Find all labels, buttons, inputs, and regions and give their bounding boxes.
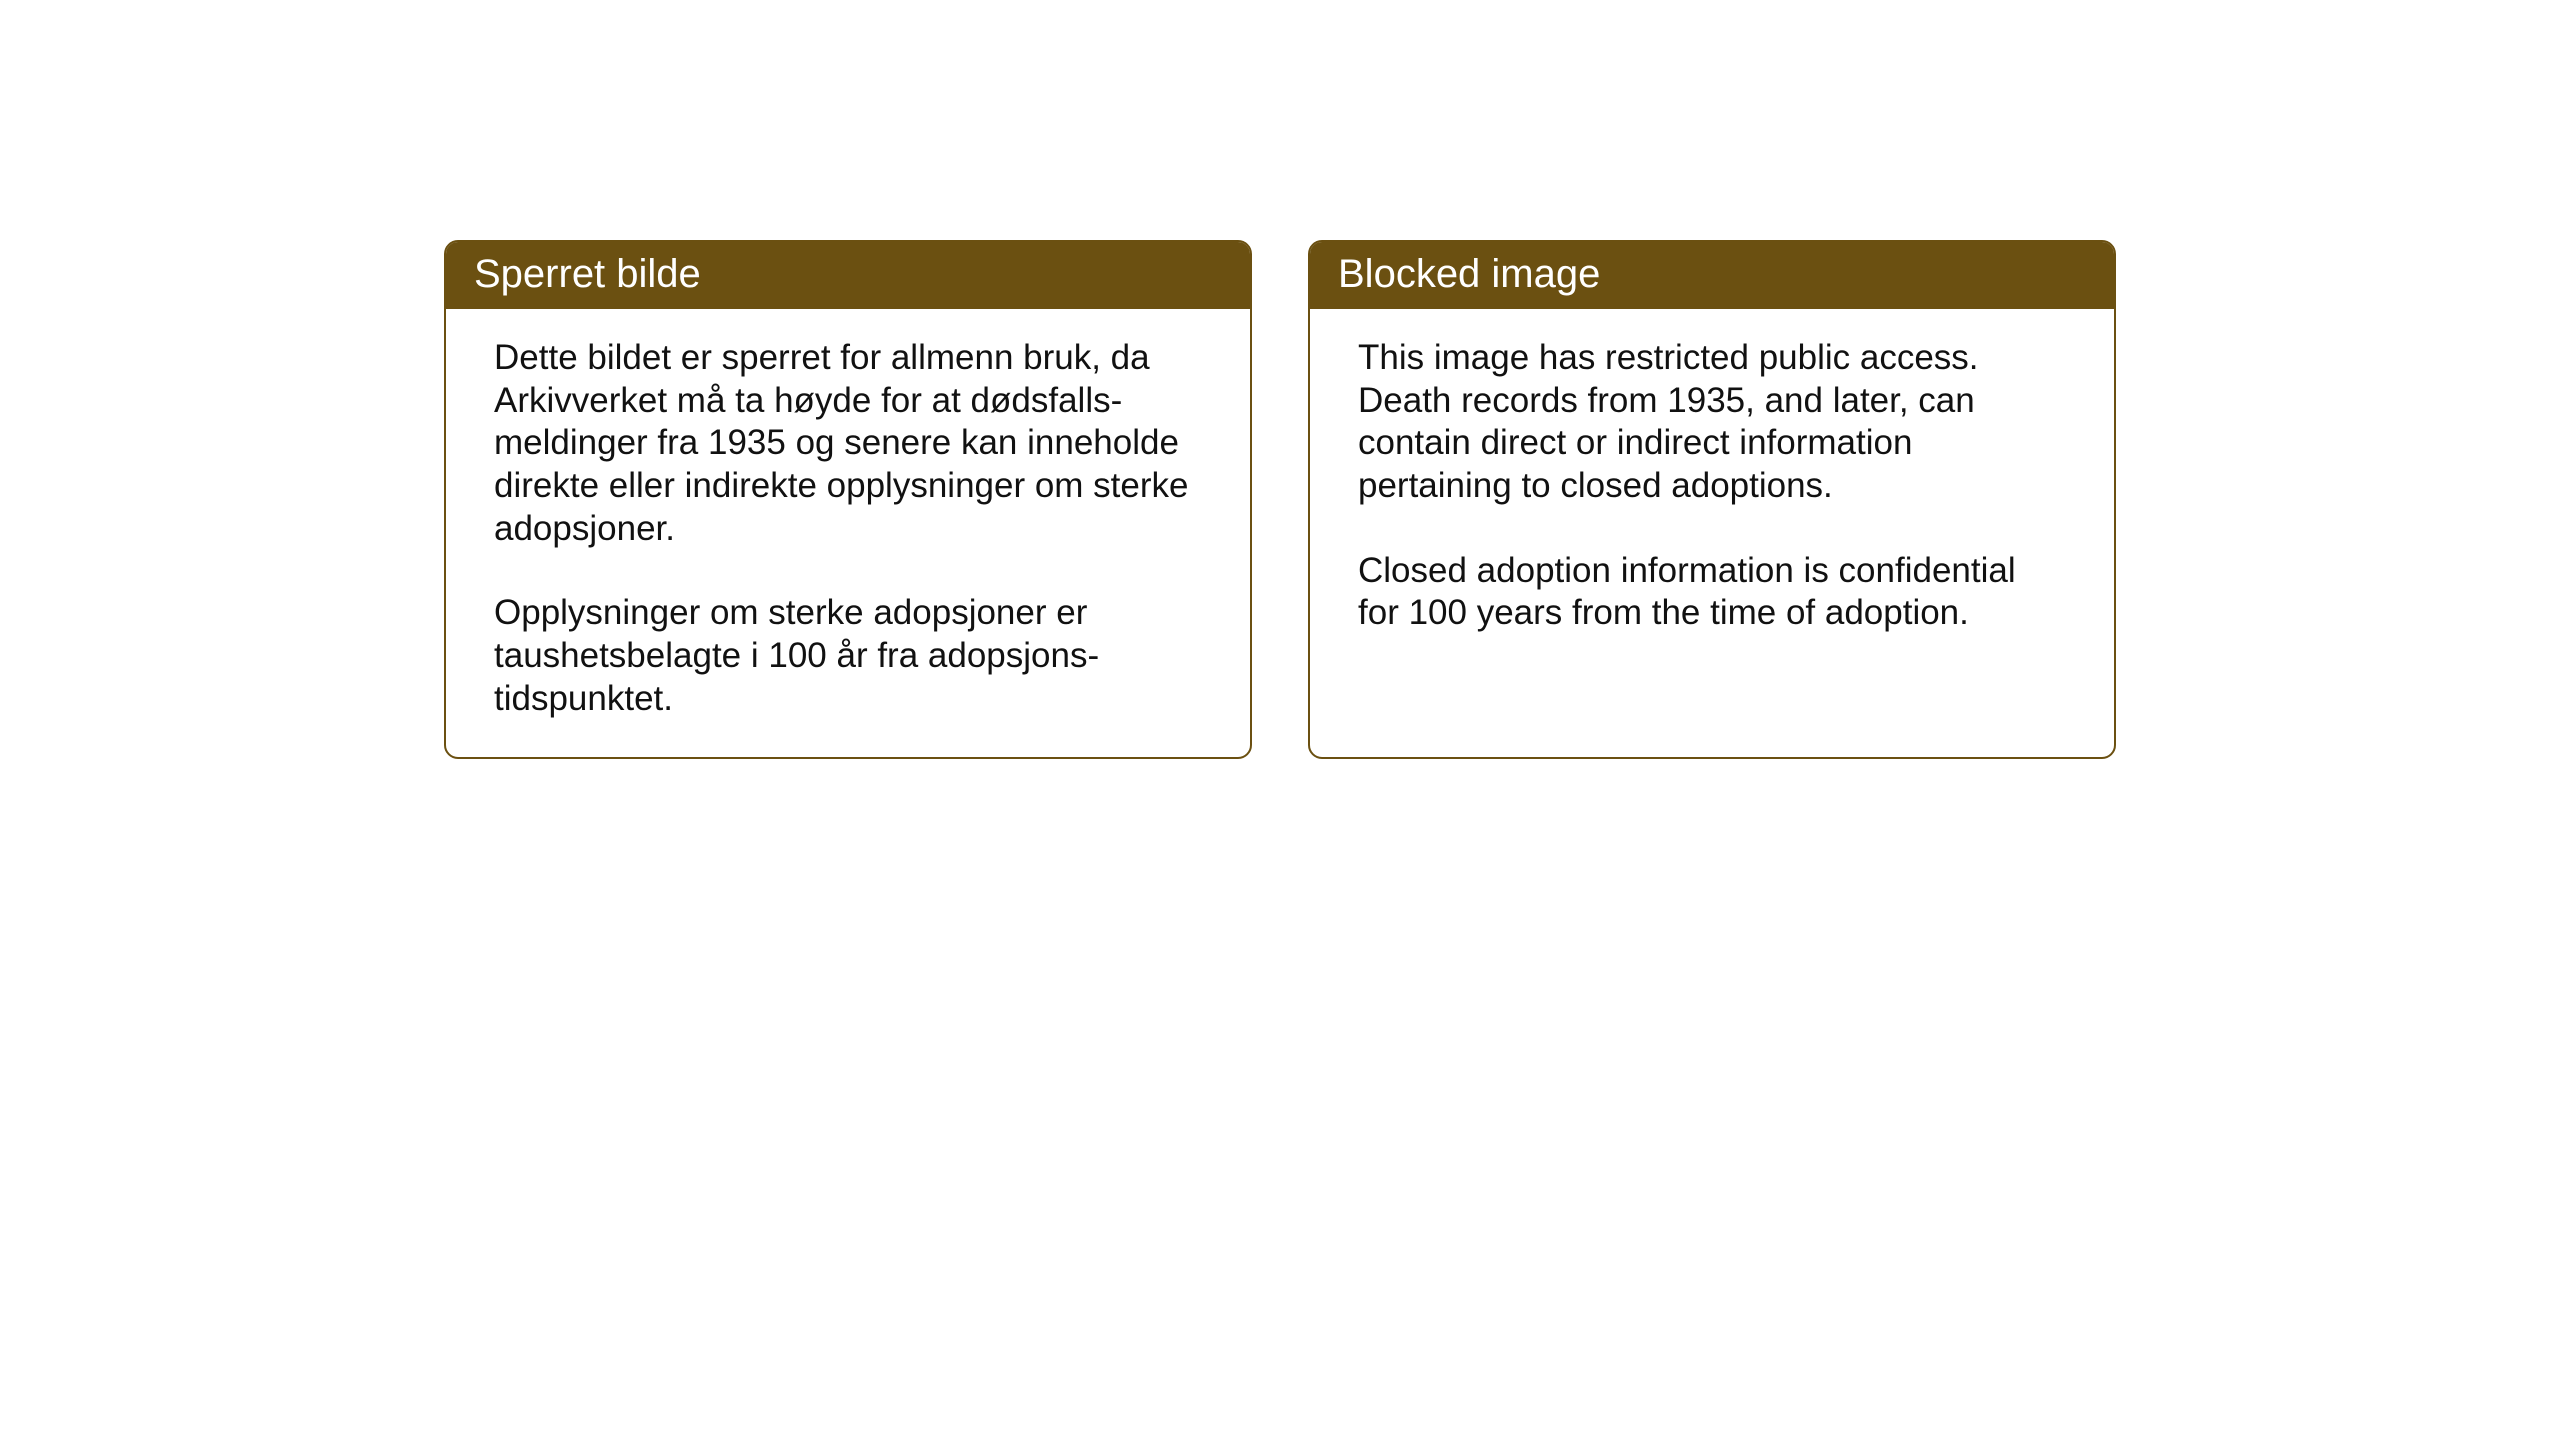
- notice-card-english: Blocked image This image has restricted …: [1308, 240, 2116, 759]
- card-header-norwegian: Sperret bilde: [446, 242, 1250, 309]
- card-body-english: This image has restricted public access.…: [1310, 309, 2114, 671]
- card-header-english: Blocked image: [1310, 242, 2114, 309]
- paragraph-en-2: Closed adoption information is confident…: [1358, 550, 2066, 635]
- paragraph-no-2: Opplysninger om sterke adopsjoner er tau…: [494, 592, 1202, 720]
- card-body-norwegian: Dette bildet er sperret for allmenn bruk…: [446, 309, 1250, 757]
- paragraph-en-1: This image has restricted public access.…: [1358, 337, 2066, 508]
- paragraph-no-1: Dette bildet er sperret for allmenn bruk…: [494, 337, 1202, 550]
- notice-card-norwegian: Sperret bilde Dette bildet er sperret fo…: [444, 240, 1252, 759]
- notice-container: Sperret bilde Dette bildet er sperret fo…: [444, 240, 2116, 759]
